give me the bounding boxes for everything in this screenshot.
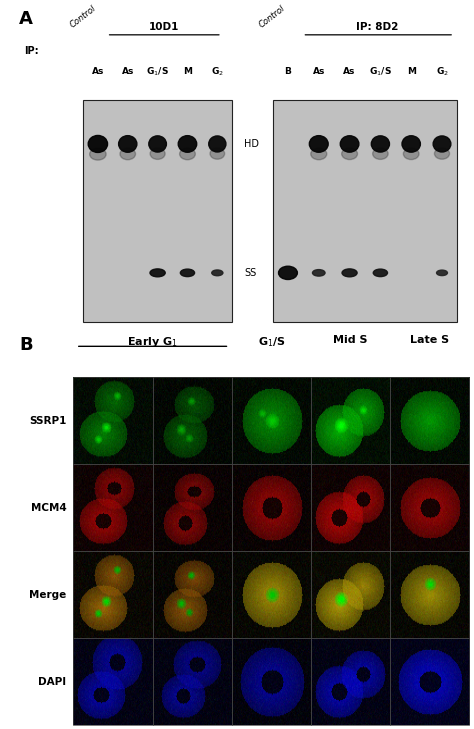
Ellipse shape — [279, 266, 297, 279]
Ellipse shape — [88, 136, 108, 152]
Ellipse shape — [150, 148, 165, 160]
Bar — [390, 638, 469, 725]
Bar — [311, 638, 390, 725]
Ellipse shape — [118, 136, 137, 152]
Ellipse shape — [212, 270, 223, 276]
Bar — [73, 378, 153, 464]
Ellipse shape — [209, 136, 226, 152]
Bar — [311, 464, 390, 551]
Text: 10D1: 10D1 — [148, 22, 179, 31]
Text: Early G$_1$: Early G$_1$ — [127, 335, 178, 349]
Ellipse shape — [181, 269, 194, 276]
Ellipse shape — [342, 148, 357, 160]
Bar — [232, 464, 311, 551]
Bar — [311, 378, 390, 464]
Ellipse shape — [435, 148, 449, 159]
Ellipse shape — [340, 136, 359, 152]
Ellipse shape — [311, 148, 327, 160]
Bar — [73, 638, 153, 725]
Text: As: As — [91, 67, 104, 76]
Bar — [153, 638, 232, 725]
Bar — [83, 100, 232, 321]
Text: As: As — [343, 67, 356, 76]
Ellipse shape — [373, 269, 388, 276]
Ellipse shape — [437, 270, 447, 276]
Text: Control: Control — [258, 4, 287, 30]
Text: Late S: Late S — [410, 335, 449, 346]
Text: G$_1$/S: G$_1$/S — [146, 65, 169, 77]
Text: M: M — [407, 67, 416, 76]
Ellipse shape — [402, 136, 420, 152]
Ellipse shape — [373, 148, 388, 160]
Ellipse shape — [149, 136, 166, 152]
Bar — [390, 551, 469, 638]
Ellipse shape — [120, 148, 136, 160]
Bar — [232, 638, 311, 725]
Text: DAPI: DAPI — [38, 677, 66, 687]
Ellipse shape — [312, 270, 325, 276]
Text: G$_1$/S: G$_1$/S — [369, 65, 392, 77]
Bar — [390, 378, 469, 464]
Bar — [273, 100, 457, 321]
Bar — [153, 378, 232, 464]
Bar — [153, 464, 232, 551]
Ellipse shape — [433, 136, 451, 152]
Ellipse shape — [371, 136, 390, 152]
Text: Control: Control — [68, 4, 98, 30]
Bar — [73, 464, 153, 551]
Text: G$_2$: G$_2$ — [436, 65, 448, 77]
Text: IP:: IP: — [24, 47, 38, 56]
Ellipse shape — [210, 148, 225, 159]
Text: As: As — [121, 67, 134, 76]
Bar — [153, 551, 232, 638]
Text: G$_2$: G$_2$ — [211, 65, 224, 77]
Bar — [390, 464, 469, 551]
Bar — [232, 551, 311, 638]
Text: IP: 8D2: IP: 8D2 — [356, 22, 398, 31]
Text: B: B — [284, 67, 292, 76]
Text: SS: SS — [244, 268, 256, 278]
Text: B: B — [19, 335, 33, 354]
Ellipse shape — [90, 148, 106, 160]
Ellipse shape — [178, 136, 197, 152]
Bar — [232, 378, 311, 464]
Text: G$_1$/S: G$_1$/S — [257, 335, 285, 349]
Text: As: As — [312, 67, 325, 76]
Ellipse shape — [342, 269, 357, 277]
Text: Mid S: Mid S — [333, 335, 368, 346]
Text: A: A — [19, 10, 33, 28]
Ellipse shape — [310, 136, 328, 152]
Text: Merge: Merge — [29, 590, 66, 600]
Text: SSRP1: SSRP1 — [29, 416, 66, 426]
Bar — [311, 551, 390, 638]
Ellipse shape — [150, 269, 165, 277]
Ellipse shape — [403, 148, 419, 160]
Text: M: M — [183, 67, 192, 76]
Ellipse shape — [180, 148, 195, 160]
Text: MCM4: MCM4 — [31, 503, 66, 512]
Text: HD: HD — [244, 139, 259, 149]
Bar — [73, 551, 153, 638]
